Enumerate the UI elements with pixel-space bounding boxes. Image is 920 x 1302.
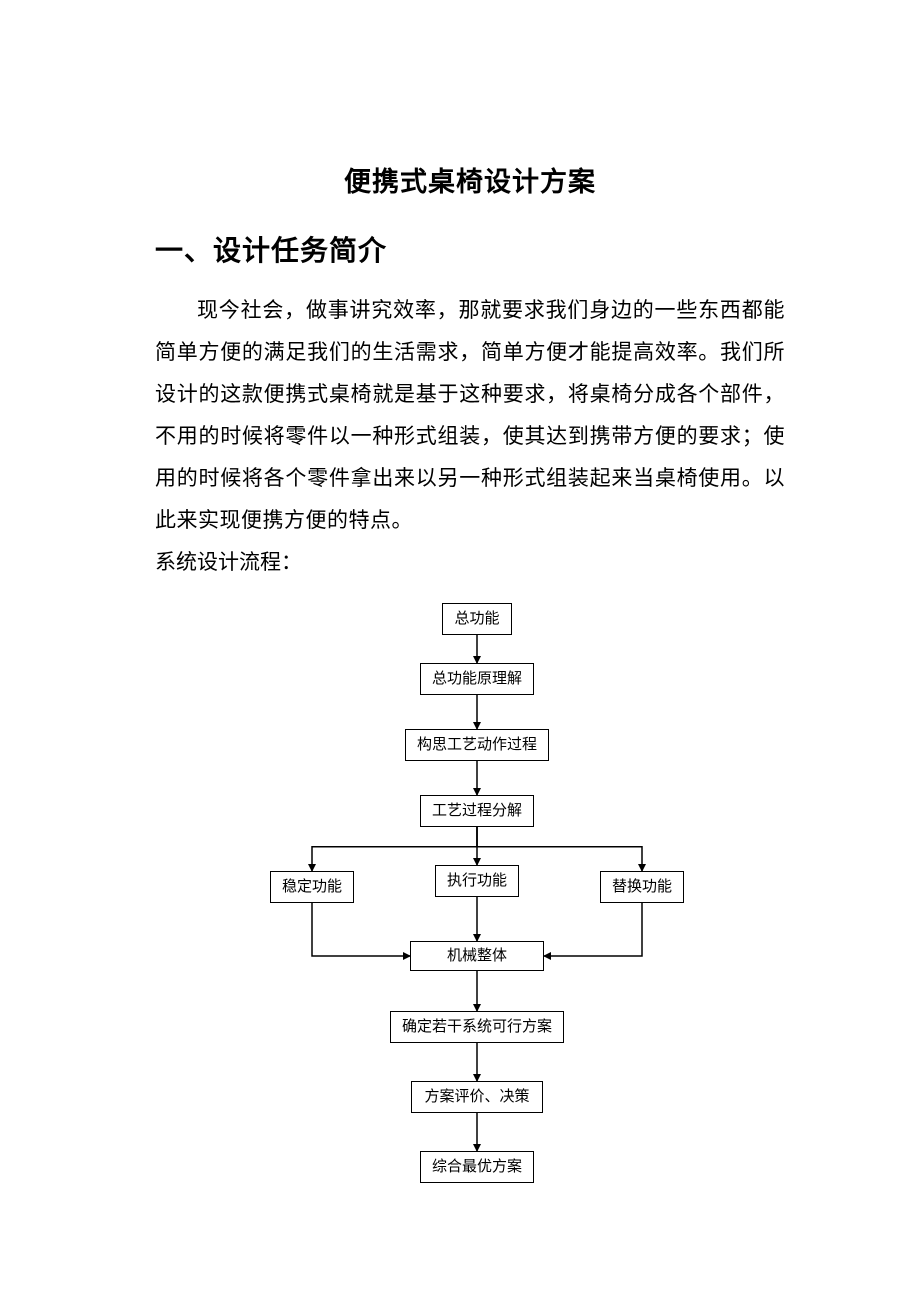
flowchart-arrows xyxy=(210,603,730,1223)
flow-label: 系统设计流程： xyxy=(155,541,785,583)
page: 便携式桌椅设计方案 一、设计任务简介 现今社会，做事讲究效率，那就要求我们身边的… xyxy=(0,0,920,1302)
flow-node-n2: 总功能原理解 xyxy=(420,663,534,695)
flow-node-n11: 综合最优方案 xyxy=(420,1151,534,1183)
flow-node-n5: 稳定功能 xyxy=(270,871,354,903)
flow-node-n1: 总功能 xyxy=(442,603,512,635)
flow-node-n7: 替换功能 xyxy=(600,871,684,903)
document-title: 便携式桌椅设计方案 xyxy=(155,160,785,199)
section-heading: 一、设计任务简介 xyxy=(155,229,785,269)
flow-node-n9: 确定若干系统可行方案 xyxy=(390,1011,564,1043)
flowchart: 总功能总功能原理解构思工艺动作过程工艺过程分解稳定功能 执行功能 替换功能机械整体确… xyxy=(210,603,730,1223)
flow-node-n3: 构思工艺动作过程 xyxy=(405,729,549,761)
flow-node-n6: 执行功能 xyxy=(435,865,519,897)
flow-node-n4: 工艺过程分解 xyxy=(420,795,534,827)
flow-node-n10: 方案评价、决策 xyxy=(411,1081,543,1113)
intro-paragraph: 现今社会，做事讲究效率，那就要求我们身边的一些东西都能简单方便的满足我们的生活需… xyxy=(155,289,785,541)
flow-node-n8: 机械整体 xyxy=(410,941,544,971)
